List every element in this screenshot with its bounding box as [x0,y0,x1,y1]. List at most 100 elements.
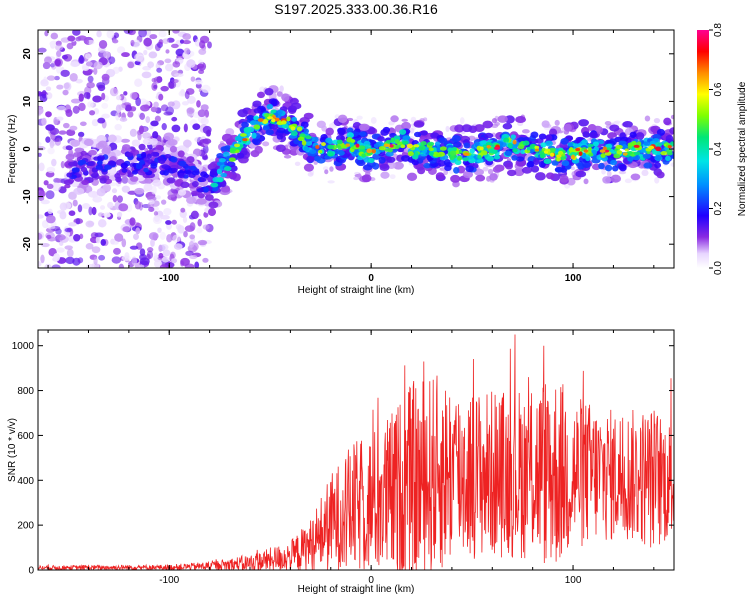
spectrogram-cell [286,116,291,122]
spectrogram-cell [164,58,172,64]
spectrogram-cell [229,165,238,172]
spectrogram-cell [148,206,155,212]
spectrogram-cell [606,170,612,178]
spectrogram-cell [45,214,56,224]
spectrogram-cell [512,139,517,145]
spectrogram-cell [400,144,406,149]
spectrogram-cell [356,115,363,120]
spectrogram-cell [303,112,314,120]
spectrogram-cell [624,148,629,152]
spectrogram-cell [87,190,99,198]
spectrogram-cell [660,151,668,156]
spectrogram-cell [559,174,569,183]
spectrogram-cell [218,158,227,163]
spectrogram-cell [463,142,471,149]
spectrogram-cell [504,162,513,170]
spectrogram-cell [49,40,59,47]
spectrogram-cell [96,30,102,38]
spectrogram-cell [190,76,196,82]
spectrogram-cell [66,42,74,50]
spectrogram-cell [82,202,91,209]
spectrogram-cell [83,92,91,99]
spectrogram-cell [157,156,164,161]
spectrogram-cell [164,153,172,159]
spectrogram-cell [125,104,133,112]
spectrogram-cell [627,142,635,147]
spectrogram-cell [371,148,376,154]
spectrogram-cell [157,227,162,233]
spectrogram-cell [513,168,525,177]
spectrogram-cell [131,170,139,175]
spectrogram-cell [171,116,178,122]
spectrogram-cell [276,91,283,97]
spectrogram-cell [378,146,386,151]
spectrogram-cell [116,195,123,203]
spectrogram-cell [233,143,241,148]
spectrogram-cell [49,140,55,149]
spectrogram-x-label: Height of straight line (km) [298,285,415,296]
spectrogram-cell [200,171,208,178]
spectrogram-cell [554,119,560,126]
spectrogram-cell [200,177,207,182]
spectrogram-cell [112,39,119,44]
spectrogram-cell [197,63,205,69]
spectrogram-cell [178,160,187,167]
spectrogram-cell [283,154,292,159]
spectrogram-cell [445,125,450,133]
spectrogram-cell [159,231,166,240]
spectrogram-cell [670,114,674,120]
spectrogram-cell [390,115,399,123]
spectrogram-cell [373,143,380,148]
spectrogram-cell [160,85,169,92]
spectrogram-cell [120,138,131,143]
spectrogram-cell [175,48,185,57]
spectrogram-cell [155,144,163,150]
spectrogram-cell [120,162,128,169]
spectrogram-cell [204,194,214,201]
spectrogram-cell [394,139,400,144]
spectrogram-cell [184,90,190,100]
spectrogram-cell [38,214,44,219]
spectrogram-cell [237,152,245,159]
spectrogram-cell [45,136,51,143]
spectrogram-cell [462,157,469,162]
spectrogram-cell [62,89,69,96]
spectrogram-cell [199,40,206,49]
spectrogram-cell [207,41,212,49]
spectrogram-cell [277,109,283,116]
spectrogram-cell [201,155,209,161]
spectrogram-cell [91,172,99,179]
spectrogram-cell [180,89,185,96]
spectrogram-cell [434,141,441,147]
spectrogram-cell [561,160,570,167]
spectrogram-cell [68,222,78,227]
snr-series-line [38,334,674,570]
spectrogram-cell [38,261,42,267]
spectrogram-cell [139,112,146,120]
spectrogram-cell [166,234,173,243]
spectrogram-cell [413,121,425,128]
spectrogram-cell [143,156,150,163]
spectrogram-cell [350,139,356,143]
spectrogram-cell [59,202,68,211]
spectrogram-cell [418,145,426,151]
spectrogram-cell [111,188,118,194]
spectrogram-cell [133,53,144,62]
spectrogram-cell [669,141,674,147]
spectrogram-cell [56,247,65,253]
spectrogram-cell [65,153,75,161]
snr-y-tick-label: 400 [17,476,34,487]
spectrogram-cell [156,67,163,73]
spectrogram-cell [113,32,120,39]
spectrogram-cell [101,147,111,156]
spectrogram-cell [171,219,177,225]
spectrogram-cell [75,218,81,225]
spectrogram-cell [549,152,555,157]
spectrogram-cell [633,144,640,148]
spectrogram-cell [163,207,172,216]
spectrogram-cell [604,164,613,172]
spectrogram-cell [54,58,63,67]
spectrogram-cell [85,61,93,67]
spectrogram-cell [643,141,651,146]
